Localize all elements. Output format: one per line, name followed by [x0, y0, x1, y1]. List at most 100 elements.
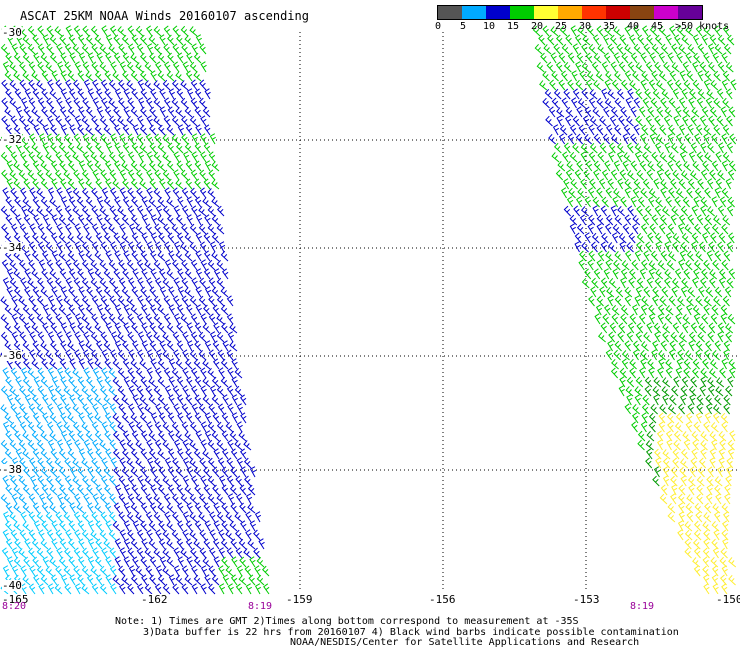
wind-barb — [655, 142, 662, 154]
wind-barb — [706, 475, 714, 487]
wind-barb — [709, 269, 718, 280]
wind-barb — [716, 377, 725, 388]
wind-barb — [229, 484, 238, 496]
wind-barb — [65, 25, 72, 37]
wind-barb — [605, 187, 612, 199]
wind-barb — [9, 205, 18, 217]
wind-barb — [724, 286, 732, 298]
wind-barb — [653, 178, 660, 190]
wind-barb — [703, 124, 712, 136]
wind-barb — [148, 430, 157, 442]
wind-barb — [145, 313, 153, 325]
wind-barb — [22, 502, 31, 514]
wind-barb — [86, 394, 94, 406]
wind-barb — [624, 403, 632, 415]
wind-barb — [704, 412, 711, 424]
wind-barb — [58, 304, 67, 316]
wind-barb — [182, 367, 189, 379]
wind-barb — [693, 268, 700, 280]
wind-barb — [49, 106, 58, 118]
wind-barb — [0, 404, 9, 415]
wind-barb — [27, 439, 36, 451]
wind-barb — [108, 511, 117, 523]
wind-barb — [640, 358, 647, 370]
wind-barb — [248, 574, 256, 586]
wind-barb — [55, 313, 63, 325]
wind-barb — [51, 250, 58, 262]
wind-barb — [166, 214, 175, 226]
wind-barb — [656, 430, 664, 442]
wind-barb — [691, 430, 700, 442]
wind-barb — [713, 97, 721, 109]
wind-barb — [2, 421, 10, 433]
legend-label: 25 — [555, 21, 568, 32]
wind-barb — [127, 547, 135, 559]
wind-barb — [695, 340, 703, 352]
wind-barb — [676, 52, 683, 64]
wind-barb — [660, 250, 668, 262]
wind-barb — [166, 124, 175, 136]
wind-barb — [2, 565, 9, 577]
wind-barb — [596, 214, 605, 226]
wind-barb — [667, 160, 674, 172]
wind-barb — [121, 214, 130, 226]
wind-barb — [573, 205, 581, 217]
wind-barb — [222, 340, 229, 352]
wind-barb — [95, 574, 103, 586]
wind-barb — [711, 223, 720, 235]
wind-barb — [621, 52, 629, 64]
wind-barb — [180, 548, 189, 559]
wind-barb — [668, 349, 676, 361]
wind-barb — [648, 188, 657, 199]
wind-barb — [191, 403, 198, 415]
wind-barb — [218, 475, 226, 487]
wind-barb — [685, 412, 693, 424]
wind-barb — [211, 376, 220, 388]
wind-barb — [600, 241, 607, 253]
wind-barb — [108, 79, 117, 91]
wind-barb — [122, 124, 130, 136]
wind-barb — [703, 349, 711, 361]
wind-barb — [721, 358, 728, 370]
wind-barb — [176, 160, 184, 172]
wind-barb — [92, 493, 99, 505]
wind-barb — [163, 493, 171, 505]
wind-barb — [652, 340, 659, 352]
wind-barb — [50, 574, 58, 586]
wind-barb — [721, 520, 729, 532]
wind-barb — [703, 529, 711, 541]
wind-barb — [691, 241, 698, 253]
wind-barb — [139, 52, 148, 64]
wind-barb — [669, 25, 676, 37]
wind-barb — [99, 385, 108, 397]
wind-barb — [103, 340, 112, 352]
wind-barb — [670, 493, 677, 505]
wind-barb — [141, 268, 148, 280]
wind-barb — [216, 511, 225, 523]
wind-barb — [50, 448, 58, 460]
wind-barb — [58, 232, 67, 244]
wind-barb — [10, 529, 18, 541]
wind-barb — [149, 106, 157, 118]
wind-barb — [222, 394, 229, 406]
wind-barb — [157, 52, 166, 64]
wind-barb — [706, 89, 715, 100]
wind-barb — [82, 403, 90, 415]
wind-barb — [569, 214, 578, 226]
wind-barb — [150, 268, 157, 280]
wind-barb — [87, 502, 94, 514]
wind-barb — [176, 376, 184, 388]
wind-barb — [13, 340, 22, 352]
wind-barb — [725, 323, 734, 334]
wind-barb — [184, 35, 193, 46]
wind-barb — [148, 448, 157, 460]
wind-barb — [220, 538, 229, 550]
wind-barb — [140, 376, 148, 388]
wind-barb — [663, 61, 671, 73]
wind-barb — [45, 565, 54, 577]
wind-barb — [136, 385, 144, 397]
wind-barb — [181, 115, 189, 127]
wind-barb — [225, 511, 234, 523]
wind-barb — [651, 151, 659, 163]
wind-barb — [163, 25, 171, 37]
